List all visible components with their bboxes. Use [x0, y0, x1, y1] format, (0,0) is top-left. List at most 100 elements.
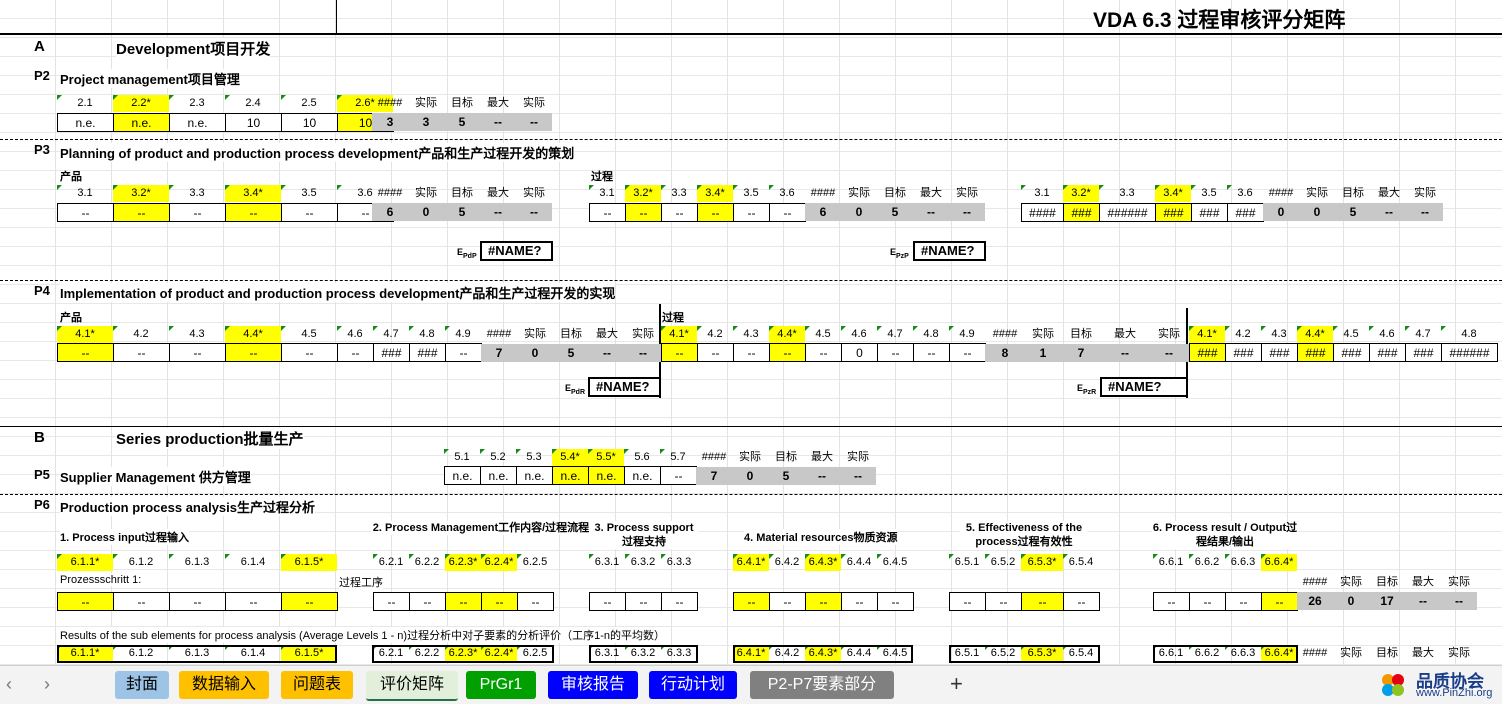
p6-cell-9[interactable]: --: [517, 592, 554, 611]
p5-cell-6[interactable]: --: [660, 466, 697, 485]
p6-cell-21[interactable]: --: [1063, 592, 1100, 611]
p6-cell-18[interactable]: --: [949, 592, 986, 611]
p3-product-cell-4[interactable]: --: [281, 203, 338, 222]
p4-process-cell-7[interactable]: --: [913, 343, 950, 362]
p4-product-cell-1[interactable]: --: [113, 343, 170, 362]
p3-process-summary-value-1[interactable]: 0: [855, 205, 863, 219]
p5-summary-value-2[interactable]: 5: [782, 469, 790, 483]
p6-summary-value-3[interactable]: --: [1419, 594, 1427, 608]
p3-product-cell-2[interactable]: --: [169, 203, 226, 222]
p2-summary-value-3[interactable]: --: [494, 115, 502, 129]
p2-summary-value-0[interactable]: 3: [386, 115, 394, 129]
p3-third-summary-value-2[interactable]: 5: [1349, 205, 1357, 219]
p5-summary-value-3[interactable]: --: [818, 469, 826, 483]
p4-product-cell-4[interactable]: --: [281, 343, 338, 362]
sheet-tab-3[interactable]: 评价矩阵: [366, 671, 458, 701]
p4-process-cell-3[interactable]: --: [769, 343, 806, 362]
p2-summary-value-2[interactable]: 5: [458, 115, 466, 129]
p4-process-summary-value-0[interactable]: 8: [1001, 346, 1009, 360]
p4-product-cell-2[interactable]: --: [169, 343, 226, 362]
p3-third-cell-0[interactable]: ####: [1021, 203, 1064, 222]
p3-third-summary-value-1[interactable]: 0: [1313, 205, 1321, 219]
p4-product-cell-6[interactable]: ###: [373, 343, 410, 362]
p3-third-cell-3[interactable]: ###: [1155, 203, 1192, 222]
p4-third-cell-3[interactable]: ###: [1297, 343, 1334, 362]
p4-process-cell-2[interactable]: --: [733, 343, 770, 362]
p5-cell-0[interactable]: n.e.: [444, 466, 481, 485]
p6-cell-19[interactable]: --: [985, 592, 1022, 611]
p3-process-cell-4[interactable]: --: [733, 203, 770, 222]
p6-cell-23[interactable]: --: [1189, 592, 1226, 611]
p6-summary-value-2[interactable]: 17: [1380, 594, 1394, 608]
p4-third-cell-2[interactable]: ###: [1261, 343, 1298, 362]
p3-third-cell-4[interactable]: ###: [1191, 203, 1228, 222]
p3-third-summary-value-4[interactable]: --: [1421, 205, 1429, 219]
p4-product-summary-value-2[interactable]: 5: [567, 346, 575, 360]
p3-process-cell-0[interactable]: --: [589, 203, 626, 222]
p4-process-summary-value-2[interactable]: 7: [1077, 346, 1085, 360]
sheet-tab-1[interactable]: 数据输入: [179, 671, 269, 699]
epzp-value[interactable]: #NAME?: [913, 241, 986, 261]
p6-cell-4[interactable]: --: [281, 592, 338, 611]
p5-cell-3[interactable]: n.e.: [552, 466, 589, 485]
sheet-tab-2[interactable]: 问题表: [281, 671, 353, 699]
p3-process-cell-3[interactable]: --: [697, 203, 734, 222]
p6-cell-14[interactable]: --: [769, 592, 806, 611]
p3-product-summary-value-2[interactable]: 5: [458, 205, 466, 219]
p3-process-cell-1[interactable]: --: [625, 203, 662, 222]
p6-cell-13[interactable]: --: [733, 592, 770, 611]
sheet-tab-5[interactable]: 审核报告: [548, 671, 638, 699]
p2-cell-3[interactable]: 10: [225, 113, 282, 132]
p6-cell-5[interactable]: --: [373, 592, 410, 611]
p4-third-cell-5[interactable]: ###: [1369, 343, 1406, 362]
p4-process-summary-value-1[interactable]: 1: [1039, 346, 1047, 360]
sheet-tab-0[interactable]: 封面: [115, 671, 169, 699]
p6-cell-24[interactable]: --: [1225, 592, 1262, 611]
p6-cell-10[interactable]: --: [589, 592, 626, 611]
p4-product-summary-value-4[interactable]: --: [639, 346, 647, 360]
sheet-tab-6[interactable]: 行动计划: [649, 671, 737, 699]
p4-process-cell-8[interactable]: --: [949, 343, 986, 362]
p6-cell-25[interactable]: --: [1261, 592, 1298, 611]
p3-product-summary-value-1[interactable]: 0: [422, 205, 430, 219]
scroll-left-icon[interactable]: ‹: [6, 674, 12, 694]
p2-cell-0[interactable]: n.e.: [57, 113, 114, 132]
p6-cell-3[interactable]: --: [225, 592, 282, 611]
p6-cell-11[interactable]: --: [625, 592, 662, 611]
p4-product-cell-8[interactable]: --: [445, 343, 482, 362]
p4-third-cell-6[interactable]: ###: [1405, 343, 1442, 362]
p3-product-cell-0[interactable]: --: [57, 203, 114, 222]
sheet-tab-4[interactable]: PrGr1: [466, 671, 536, 699]
p4-process-summary-value-4[interactable]: --: [1165, 346, 1173, 360]
p6-cell-22[interactable]: --: [1153, 592, 1190, 611]
p4-process-cell-0[interactable]: --: [661, 343, 698, 362]
p5-summary-value-4[interactable]: --: [854, 469, 862, 483]
epzr-value[interactable]: #NAME?: [1100, 377, 1188, 397]
p2-cell-1[interactable]: n.e.: [113, 113, 170, 132]
add-sheet-icon[interactable]: +: [950, 671, 963, 696]
p5-summary-value-0[interactable]: 7: [710, 469, 718, 483]
p6-summary-value-4[interactable]: --: [1455, 594, 1463, 608]
p4-product-summary-value-0[interactable]: 7: [495, 346, 503, 360]
p5-cell-2[interactable]: n.e.: [516, 466, 553, 485]
p6-cell-17[interactable]: --: [877, 592, 914, 611]
epdr-value[interactable]: #NAME?: [588, 377, 661, 397]
p6-cell-12[interactable]: --: [661, 592, 698, 611]
p3-third-cell-5[interactable]: ###: [1227, 203, 1264, 222]
p3-product-summary-value-0[interactable]: 6: [386, 205, 394, 219]
p5-summary-value-1[interactable]: 0: [746, 469, 754, 483]
p4-product-cell-3[interactable]: --: [225, 343, 282, 362]
p3-process-summary-value-0[interactable]: 6: [819, 205, 827, 219]
p4-third-cell-4[interactable]: ###: [1333, 343, 1370, 362]
p3-product-summary-value-3[interactable]: --: [494, 205, 502, 219]
p6-cell-7[interactable]: --: [445, 592, 482, 611]
p4-third-cell-1[interactable]: ###: [1225, 343, 1262, 362]
scroll-right-icon[interactable]: ›: [44, 674, 50, 694]
p6-cell-20[interactable]: --: [1021, 592, 1064, 611]
p4-process-cell-6[interactable]: --: [877, 343, 914, 362]
p4-product-summary-value-3[interactable]: --: [603, 346, 611, 360]
p6-summary-value-0[interactable]: 26: [1308, 594, 1322, 608]
p4-third-cell-7[interactable]: ######: [1441, 343, 1498, 362]
p6-cell-0[interactable]: --: [57, 592, 114, 611]
p3-third-cell-2[interactable]: ######: [1099, 203, 1156, 222]
